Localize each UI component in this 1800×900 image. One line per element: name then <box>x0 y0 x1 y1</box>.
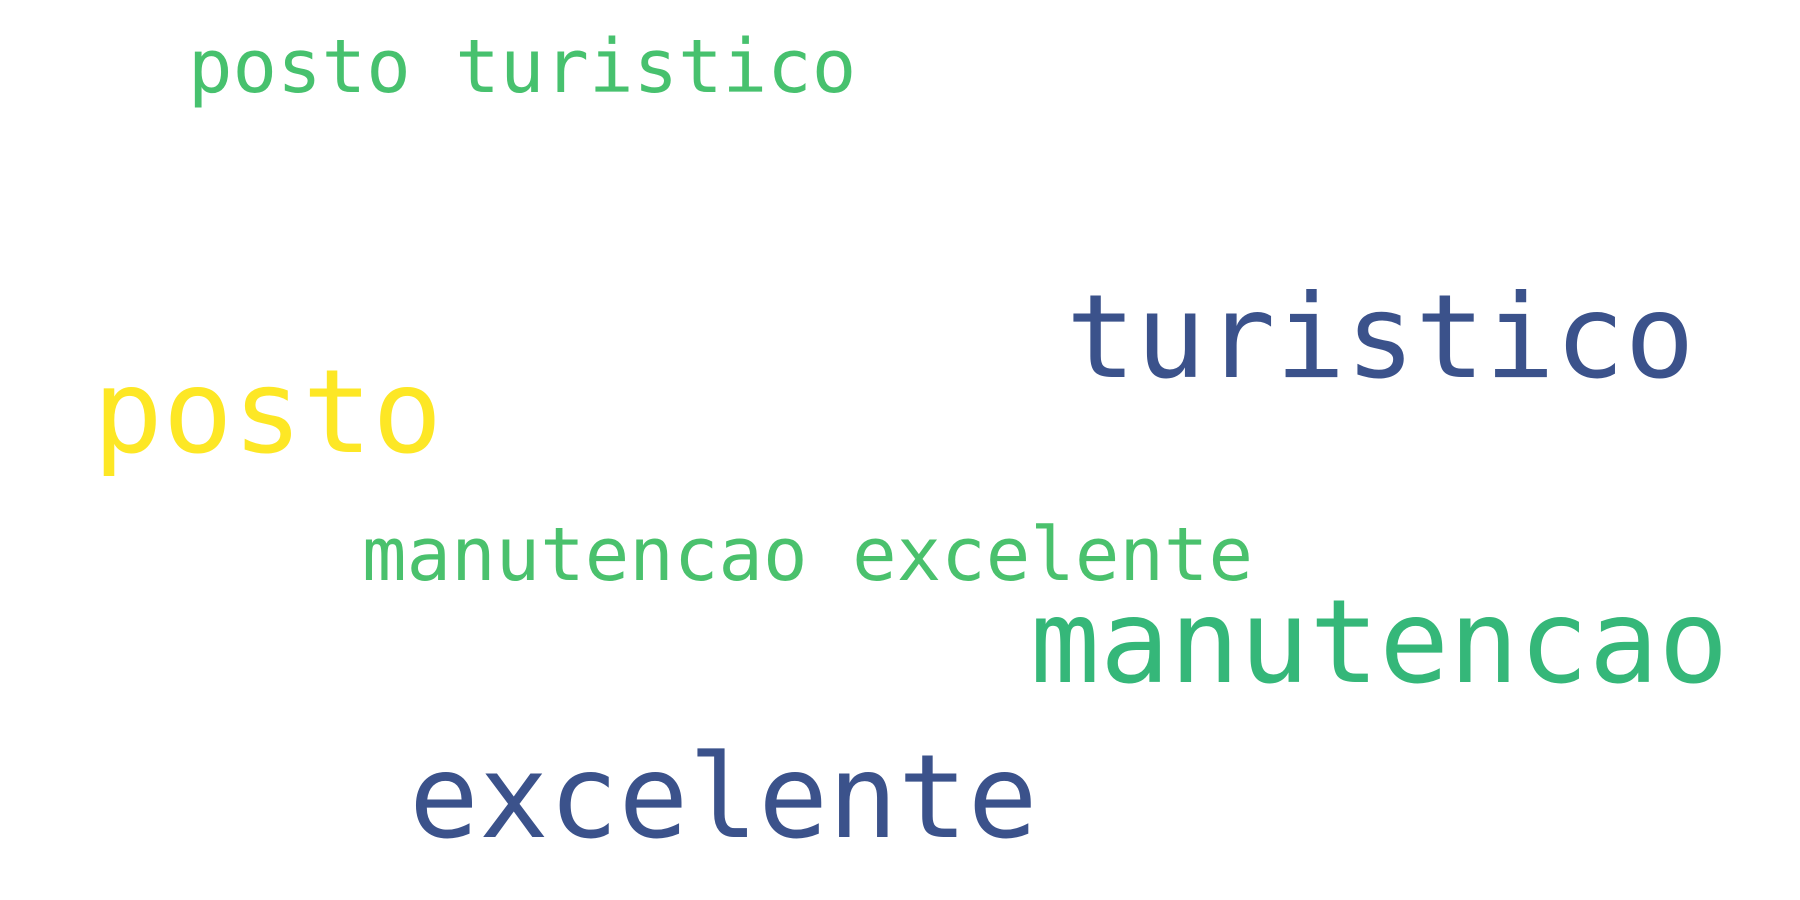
word-turistico: turistico <box>1066 270 1695 405</box>
word-posto-turistico: posto turistico <box>188 24 857 110</box>
word-manutencao: manutencao <box>1030 575 1729 710</box>
word-manutencao-excelente: manutencao excelente <box>362 512 1254 598</box>
word-excelente: excelente <box>409 730 1038 865</box>
word-posto: posto <box>93 345 443 480</box>
